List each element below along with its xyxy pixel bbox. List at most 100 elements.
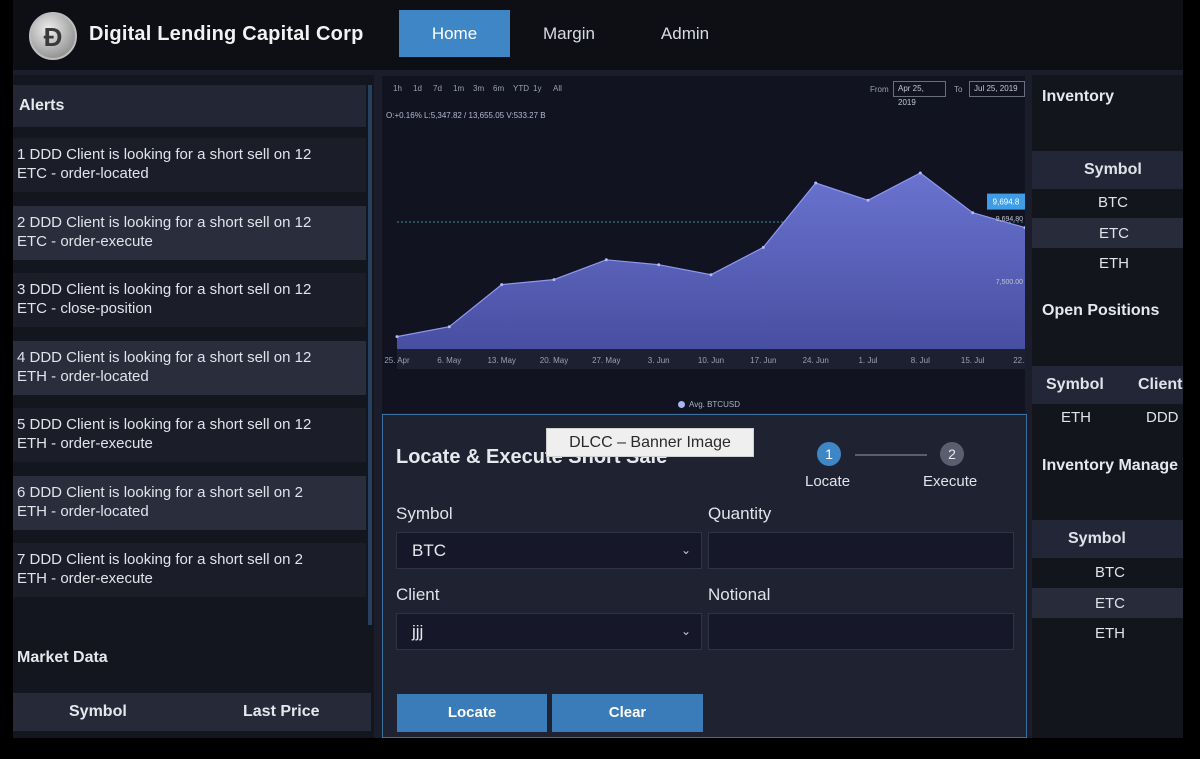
x-tick-label: 8. Jul bbox=[911, 356, 930, 365]
step-1-indicator: 1 bbox=[817, 442, 841, 466]
data-point[interactable] bbox=[918, 171, 922, 175]
step-1-label: Locate bbox=[805, 473, 851, 490]
open-position-row[interactable]: ETH DDD bbox=[1032, 402, 1183, 432]
x-tick-label: 10. Jun bbox=[698, 356, 724, 365]
data-point[interactable] bbox=[761, 245, 765, 249]
logo-glyph: Đ bbox=[43, 22, 63, 52]
alert-text-line2: ETC - close-position bbox=[17, 300, 153, 317]
price-chart: 1h 1d 7d 1m 3m 6m YTD 1y All From Apr 25, 2019 T… bbox=[382, 76, 1025, 413]
locate-execute-panel: Locate & Execute Short Sale 1 2 Locate E… bbox=[382, 414, 1027, 738]
chart-legend[interactable]: Avg. BTCUSD bbox=[678, 400, 740, 409]
market-data-title: Market Data bbox=[17, 649, 108, 666]
alert-item[interactable]: 5 DDD Client is looking for a short sell… bbox=[13, 408, 366, 462]
range-button[interactable]: YTD bbox=[513, 84, 529, 93]
data-point[interactable] bbox=[657, 263, 661, 267]
inventory-management-col-symbol[interactable]: Symbol bbox=[1068, 530, 1126, 547]
symbol-value: BTC bbox=[412, 541, 446, 560]
ohlc-readout: O:+0.16% L:5,347.82 / 13,655.05 V:533.27… bbox=[386, 111, 546, 120]
app-window: Đ Digital Lending Capital Corp Home Marg… bbox=[13, 0, 1183, 738]
range-button[interactable]: 1d bbox=[413, 84, 422, 93]
inventory-row[interactable]: ETC bbox=[1032, 218, 1183, 248]
open-positions-title: Open Positions bbox=[1042, 302, 1160, 319]
alerts-scrollbar[interactable] bbox=[368, 85, 372, 625]
alert-text-line1: 2 DDD Client is looking for a short sell… bbox=[17, 213, 312, 231]
alert-item[interactable]: 2 DDD Client is looking for a short sell… bbox=[13, 205, 366, 260]
x-tick-label: 1. Jul bbox=[858, 356, 877, 365]
inventory-row[interactable]: ETH bbox=[1032, 248, 1183, 278]
client-value: jjj bbox=[412, 622, 424, 641]
data-point[interactable] bbox=[447, 325, 451, 329]
range-button[interactable]: All bbox=[553, 84, 562, 93]
inventory-management-row[interactable]: ETH bbox=[1032, 618, 1183, 648]
alert-item[interactable]: 4 DDD Client is looking for a short sell… bbox=[13, 340, 366, 395]
legend-label: Avg. BTCUSD bbox=[689, 400, 740, 409]
x-tick-label: 22. Jul bbox=[1013, 356, 1025, 365]
open-position-client: DDD bbox=[1146, 409, 1179, 426]
alert-item[interactable]: 7 DDD Client is looking for a short sell… bbox=[13, 543, 366, 597]
market-data-col-symbol[interactable]: Symbol bbox=[69, 703, 127, 720]
from-date-input[interactable]: Apr 25, 2019 bbox=[893, 81, 946, 107]
range-button[interactable]: 7d bbox=[433, 84, 442, 93]
chevron-down-icon: ⌄ bbox=[680, 624, 691, 638]
step-connector bbox=[855, 454, 927, 456]
data-point[interactable] bbox=[500, 283, 504, 287]
nav-home[interactable]: Home bbox=[399, 10, 510, 57]
alert-text-line2: ETH - order-located bbox=[17, 502, 149, 520]
alert-text-line1: 5 DDD Client is looking for a short sell… bbox=[17, 416, 312, 433]
data-point[interactable] bbox=[395, 335, 399, 339]
top-header: Đ Digital Lending Capital Corp Home Marg… bbox=[13, 0, 1183, 70]
range-button[interactable]: 6m bbox=[493, 84, 505, 93]
notional-label: Notional bbox=[708, 585, 771, 604]
inventory-cell: BTC bbox=[1098, 194, 1128, 211]
from-label: From bbox=[870, 85, 889, 94]
range-button[interactable]: 1m bbox=[453, 84, 465, 93]
data-point[interactable] bbox=[971, 211, 975, 215]
alert-item[interactable]: 6 DDD Client is looking for a short sell… bbox=[13, 475, 366, 530]
inventory-management-cell: ETH bbox=[1095, 625, 1125, 642]
x-tick-label: 27. May bbox=[592, 356, 620, 365]
to-date-input[interactable]: Jul 25, 2019 bbox=[969, 81, 1025, 97]
open-positions-header: Symbol Client bbox=[1032, 366, 1183, 404]
logo-icon[interactable]: Đ bbox=[29, 12, 77, 60]
right-axis-label: 7,500.00 bbox=[996, 279, 1023, 286]
data-point[interactable] bbox=[604, 258, 608, 262]
notional-input[interactable] bbox=[708, 613, 1014, 650]
brand-name: Digital Lending Capital Corp bbox=[89, 23, 364, 45]
range-button[interactable]: 3m bbox=[473, 84, 485, 93]
x-axis-band bbox=[397, 349, 1025, 369]
client-select[interactable]: jjj ⌄ bbox=[396, 613, 702, 650]
data-point[interactable] bbox=[1023, 226, 1026, 230]
chevron-down-icon: ⌄ bbox=[680, 543, 691, 557]
data-point[interactable] bbox=[866, 198, 870, 202]
market-data-col-last-price[interactable]: Last Price bbox=[243, 703, 320, 720]
data-point[interactable] bbox=[552, 278, 556, 282]
open-positions-col-client[interactable]: Client bbox=[1138, 376, 1183, 393]
market-data-header: Symbol Last Price bbox=[13, 693, 371, 731]
range-button[interactable]: 1h bbox=[393, 84, 402, 93]
alert-item[interactable]: 1 DDD Client is looking for a short sell… bbox=[13, 138, 366, 192]
nav-margin[interactable]: Margin bbox=[543, 24, 595, 43]
data-point[interactable] bbox=[814, 181, 818, 185]
x-tick-label: 13. May bbox=[487, 356, 515, 365]
x-tick-label: 24. Jun bbox=[803, 356, 829, 365]
inventory-management-row[interactable]: BTC bbox=[1032, 557, 1183, 587]
alert-text-line2: ETH - order-located bbox=[17, 367, 149, 385]
x-tick-label: 20. May bbox=[540, 356, 568, 365]
inventory-cell: ETC bbox=[1099, 225, 1129, 242]
series-area[interactable] bbox=[397, 173, 1025, 349]
range-button[interactable]: 1y bbox=[533, 84, 542, 93]
inventory-row[interactable]: BTC bbox=[1032, 187, 1183, 217]
open-positions-col-symbol[interactable]: Symbol bbox=[1046, 376, 1104, 393]
data-point[interactable] bbox=[709, 273, 713, 277]
right-axis-label: 9,694.80 bbox=[996, 216, 1023, 223]
inventory-management-row[interactable]: ETC bbox=[1032, 588, 1183, 618]
symbol-select[interactable]: BTC ⌄ bbox=[396, 532, 702, 569]
clear-button[interactable]: Clear bbox=[552, 694, 703, 732]
nav-admin[interactable]: Admin bbox=[660, 24, 710, 43]
quantity-input[interactable] bbox=[708, 532, 1014, 569]
x-tick-label: 15. Jul bbox=[961, 356, 985, 365]
inventory-col-symbol[interactable]: Symbol bbox=[1084, 161, 1142, 178]
alert-item[interactable]: 3 DDD Client is looking for a short sell… bbox=[13, 273, 366, 327]
locate-button[interactable]: Locate bbox=[397, 694, 547, 732]
chart-canvas[interactable]: 25. Apr 6. May 13. May 20. May 27. May 3. Jun… bbox=[382, 76, 1025, 398]
